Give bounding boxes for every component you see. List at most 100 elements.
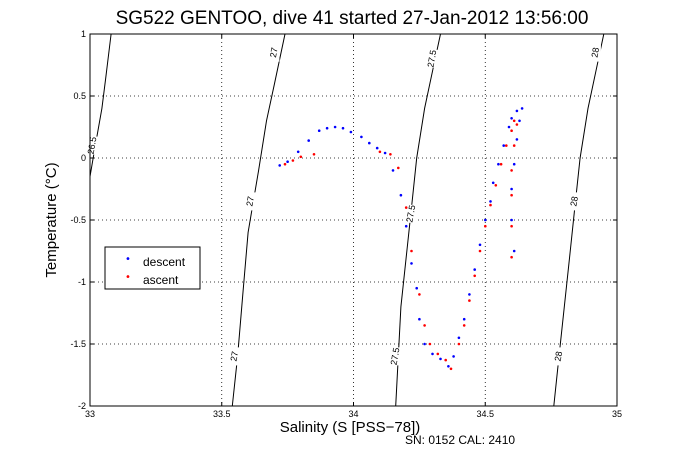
ascent-point xyxy=(410,249,413,253)
contour-label: 28 xyxy=(568,195,580,207)
ascent-point xyxy=(389,153,392,156)
ascent-point xyxy=(515,123,519,126)
ascent-point xyxy=(312,153,316,156)
ascent-point xyxy=(436,352,440,356)
descent-point xyxy=(399,193,403,197)
ascent-point xyxy=(418,293,421,296)
descent-point xyxy=(383,151,387,155)
ascent-point xyxy=(512,119,516,123)
y-tick-label: -1 xyxy=(78,277,86,287)
ascent-point xyxy=(423,324,426,327)
y-tick-label: -1.5 xyxy=(70,339,86,349)
descent-point xyxy=(510,117,513,120)
ascent-point xyxy=(457,342,461,346)
ascent-point xyxy=(510,169,513,172)
ascent-point xyxy=(484,224,487,228)
contour-label: 27 xyxy=(244,195,256,207)
x-tick-label: 34.5 xyxy=(476,409,494,419)
contour-label-bg xyxy=(269,43,280,62)
density-contour-26.5 xyxy=(89,33,112,177)
contour-label-bg xyxy=(87,136,98,155)
density-contours: 26.5 27 27 27 27.5 27.5 27.5 28 28 28 xyxy=(86,33,605,407)
descent-point xyxy=(484,218,487,222)
descent-point xyxy=(478,243,482,247)
x-tick-label: 33 xyxy=(85,409,95,419)
y-tick-label: 0.5 xyxy=(73,91,86,101)
descent-point xyxy=(512,249,516,253)
descent-point xyxy=(325,126,329,130)
contour-label-bg xyxy=(569,192,580,211)
contour-label: 26.5 xyxy=(86,136,99,155)
descent-point xyxy=(375,146,379,150)
ascent-point xyxy=(428,342,432,346)
descent-point xyxy=(520,107,524,110)
y-axis-label: Temperature (°C) xyxy=(43,162,60,277)
descent-point xyxy=(431,352,434,356)
x-tick-label: 34 xyxy=(348,409,358,419)
ascent-point xyxy=(397,166,400,170)
descent-point xyxy=(404,224,408,228)
ascent-point xyxy=(449,367,453,371)
descent-point xyxy=(360,135,363,139)
ascent-point xyxy=(499,162,503,166)
descent-point xyxy=(510,218,513,222)
ascent-point xyxy=(512,144,516,147)
contour-label-bg xyxy=(390,347,401,366)
descent-point xyxy=(296,150,300,154)
calibration-note: SN: 0152 CAL: 2410 xyxy=(405,433,515,447)
descent-point xyxy=(497,162,500,166)
contour-label-bg xyxy=(229,347,240,366)
data-points xyxy=(278,107,524,371)
descent-point xyxy=(415,286,419,290)
contour-label-bg xyxy=(406,204,417,223)
x-tick-label: 35 xyxy=(612,409,622,419)
contour-label-bg xyxy=(554,347,565,366)
contour-label: 28 xyxy=(590,47,602,59)
descent-point xyxy=(333,125,337,129)
descent-point xyxy=(452,355,455,358)
ascent-point xyxy=(494,184,498,187)
ascent-point xyxy=(283,162,287,166)
contour-label-bg xyxy=(245,192,256,211)
descent-point xyxy=(423,342,426,346)
descent-point xyxy=(439,357,442,361)
contour-label: 27.5 xyxy=(389,347,402,366)
legend-marker-descent: • xyxy=(125,254,131,265)
descent-point xyxy=(418,317,421,321)
legend-marker-ascent: • xyxy=(125,272,131,283)
axis-ticks: 33 33.5 34 34.5 35 -2 -1.5 -1 -0.5 0 0.5 1 xyxy=(70,29,622,419)
contour-label: 28 xyxy=(553,350,565,362)
descent-point xyxy=(447,365,450,368)
descent-point xyxy=(489,200,492,203)
ascent-point xyxy=(510,224,513,228)
descent-point xyxy=(286,160,289,163)
legend-label-ascent: ascent xyxy=(143,273,179,287)
ascent-point xyxy=(489,203,492,207)
x-axis-label: Salinity (S [PSS−78]) xyxy=(280,419,420,436)
ascent-point xyxy=(299,155,303,159)
descent-point xyxy=(341,126,345,130)
descent-point xyxy=(457,336,461,340)
plot-area xyxy=(90,34,617,406)
y-tick-label: -2 xyxy=(78,401,86,411)
descent-point xyxy=(518,119,521,123)
ascent-point xyxy=(473,274,477,278)
contour-label: 27.5 xyxy=(425,49,438,68)
contour-label-bg xyxy=(427,49,438,68)
contour-label: 27 xyxy=(268,47,280,59)
ascent-point xyxy=(291,159,295,162)
descent-point xyxy=(515,109,519,113)
descent-point xyxy=(468,293,471,296)
y-tick-label: 1 xyxy=(81,29,86,39)
ascent-point xyxy=(510,129,513,132)
ascent-point xyxy=(462,324,466,327)
ascent-point xyxy=(444,358,448,362)
ascent-point xyxy=(505,144,508,147)
ascent-point xyxy=(378,150,382,154)
legend-box xyxy=(104,246,201,290)
ascent-point xyxy=(468,299,471,302)
descent-point xyxy=(391,169,395,172)
y-tick-label: 0 xyxy=(81,153,86,163)
descent-point xyxy=(462,317,466,321)
